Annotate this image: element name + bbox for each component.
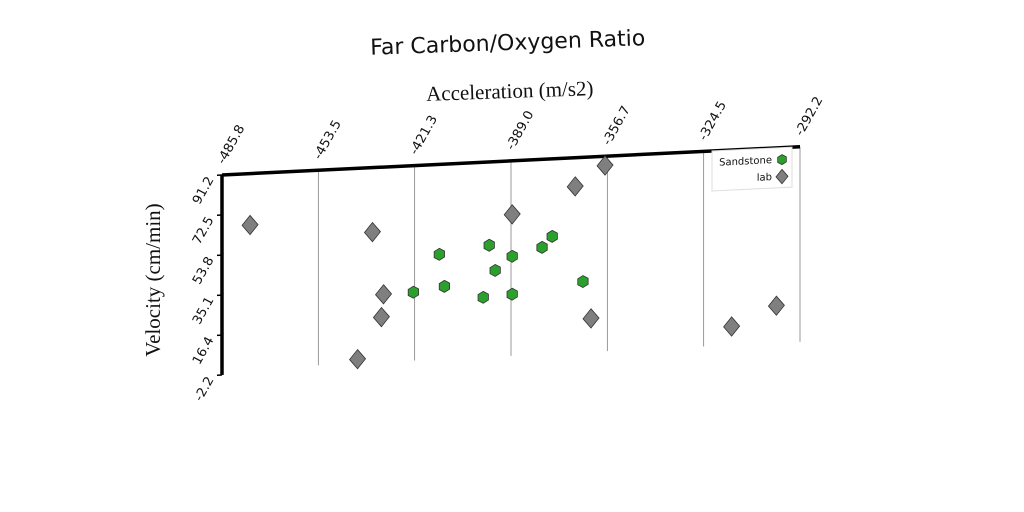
y-tick-label: 91.2 (190, 174, 217, 207)
point (483, 238, 495, 252)
x-tick-label: -324.5 (696, 99, 730, 143)
point (506, 249, 518, 263)
point (503, 204, 521, 225)
y-tick-label: 53.8 (190, 254, 217, 287)
point (438, 279, 451, 293)
y-axis-label: Velocity (cm/min) (141, 203, 165, 356)
point (433, 247, 445, 261)
x-tick-label: -292.2 (792, 94, 826, 138)
legend-label: Sandstone (719, 155, 772, 169)
point (372, 306, 390, 328)
y-tick-label: 72.5 (190, 214, 217, 247)
point (489, 263, 501, 277)
point (723, 316, 741, 337)
x-tick-label: -485.8 (214, 123, 248, 167)
chart-title: Far Carbon/Oxygen Ratio (370, 26, 646, 61)
point (407, 285, 419, 299)
legend-marker (777, 154, 787, 166)
x-axis-label: Acceleration (m/s2) (426, 76, 594, 106)
point (363, 221, 381, 243)
point (506, 287, 518, 301)
x-tick-label: -421.3 (407, 113, 441, 157)
point (596, 155, 614, 176)
y-tick-label: -2.2 (192, 374, 218, 403)
point (374, 284, 393, 305)
point (546, 229, 558, 243)
x-tick-label: -453.5 (311, 118, 345, 162)
plot-area: -485.8 -453.5 -421.3 -389.0 -356.7 -324.5 -292… (190, 94, 826, 404)
point (566, 176, 584, 197)
y-tick-label: 16.4 (190, 335, 217, 368)
point (477, 290, 489, 304)
x-tick-label: -389.0 (503, 108, 537, 152)
legend-marker (775, 168, 789, 185)
point (349, 348, 367, 370)
point (536, 240, 548, 254)
point (241, 214, 259, 236)
x-tick-label: -356.7 (600, 104, 634, 148)
point (577, 275, 589, 289)
point (582, 308, 600, 329)
y-tick-label: 35.1 (190, 294, 217, 327)
legend-box (711, 146, 793, 192)
x-axis (222, 144, 800, 177)
point (767, 295, 785, 316)
legend-label: lab (757, 172, 772, 184)
